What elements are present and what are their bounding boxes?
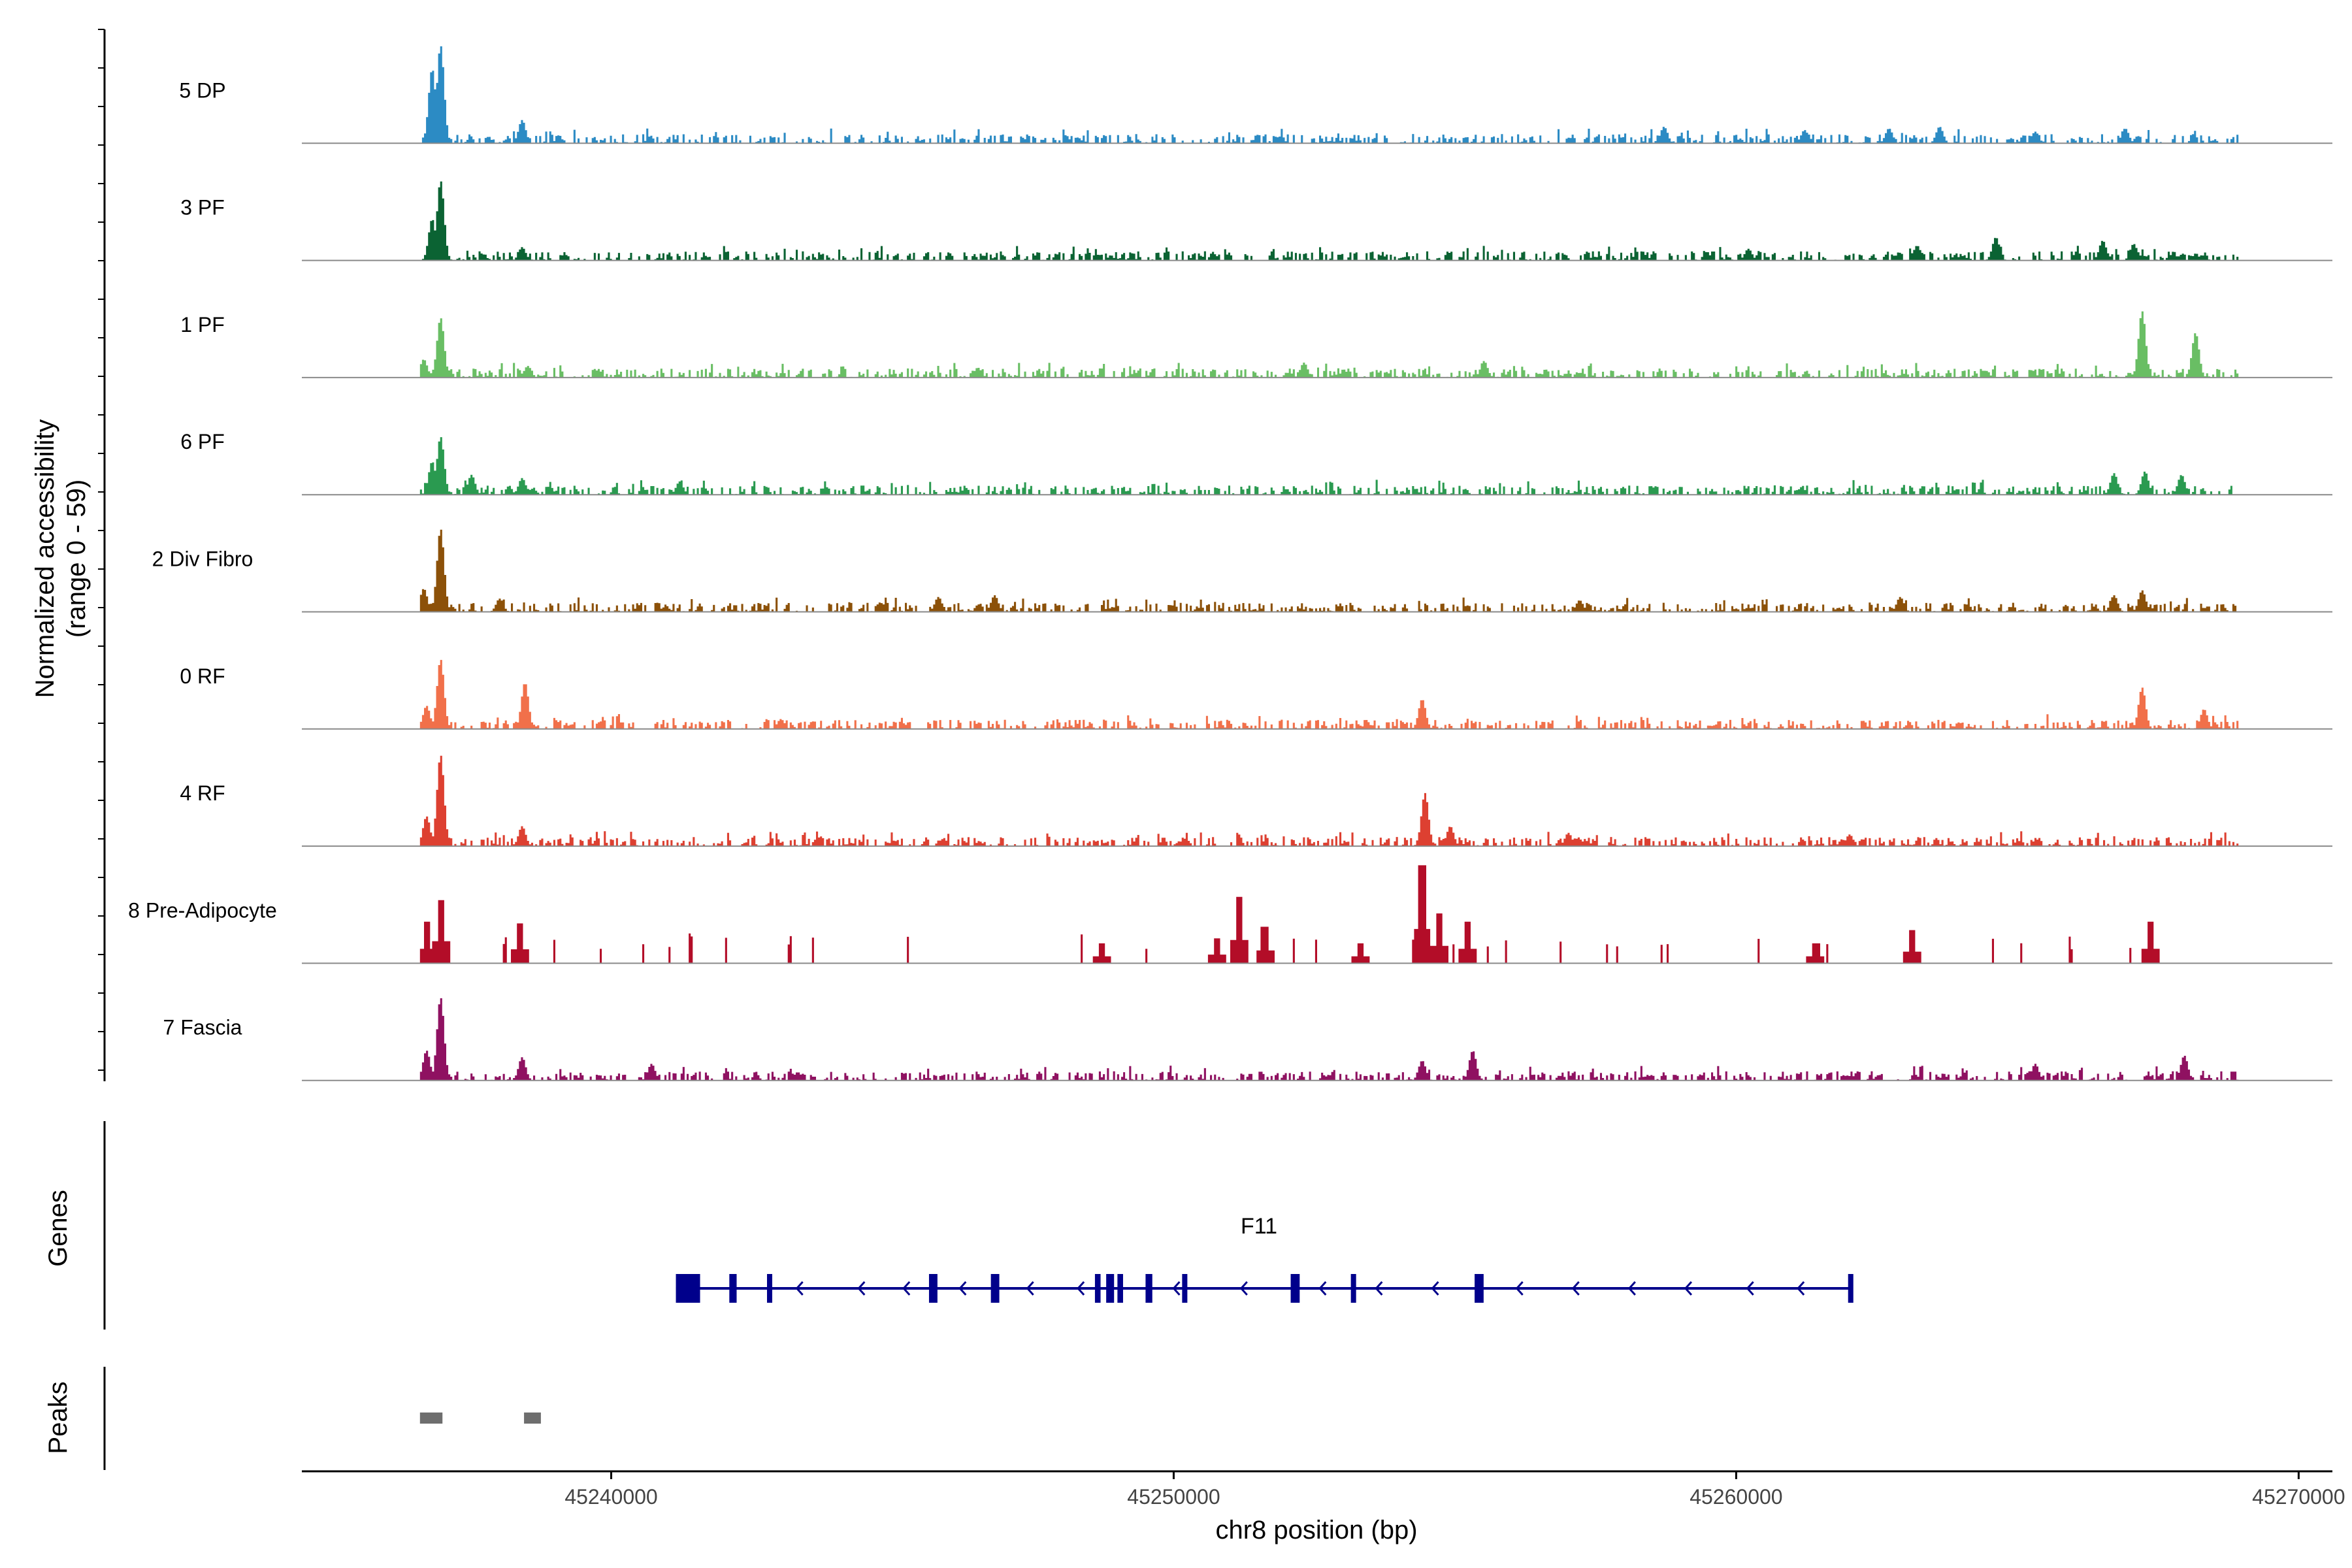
gene-exon (1106, 1274, 1115, 1303)
genes-panel-title: Genes (44, 1190, 73, 1267)
coverage-area (419, 660, 2239, 729)
strand-arrow (1797, 1281, 1805, 1296)
track-6-pf: 6 PF (180, 430, 2332, 496)
strand-arrow (795, 1281, 804, 1296)
gene-exon (1094, 1274, 1101, 1303)
strand-arrow (902, 1281, 911, 1296)
y-axis-title: Normalized accessibility (31, 419, 59, 698)
coverage-tracks: 5 DP 3 PF 1 PF 6 PF 2 Div Fibro 0 RF 4 RF 8 Pre… (128, 46, 2332, 1081)
track-label: 4 RF (180, 781, 225, 805)
strand-arrow (1431, 1281, 1439, 1296)
strand-arrow (1172, 1281, 1181, 1296)
peak-region (524, 1413, 541, 1424)
track-4-rf: 4 RF (180, 755, 2332, 847)
gene-exon (1475, 1274, 1484, 1303)
gene-exon (928, 1274, 938, 1303)
strand-arrow (1684, 1281, 1693, 1296)
coverage-area (419, 998, 2239, 1081)
track-label: 0 RF (180, 664, 225, 688)
x-tick-label: 45270000 (2252, 1485, 2345, 1509)
coverage-area (419, 311, 2239, 378)
track-8-pre-adipocyte: 8 Pre-Adipocyte (128, 865, 2332, 964)
coverage-area (419, 865, 2239, 964)
gene-exon (1145, 1274, 1152, 1303)
peaks-panel (103, 1367, 541, 1470)
gene-exon (1350, 1274, 1356, 1303)
track-label: 1 PF (180, 313, 225, 336)
strand-arrow (1026, 1281, 1034, 1296)
track-label: 8 Pre-Adipocyte (128, 898, 277, 922)
strand-arrow (1318, 1281, 1327, 1296)
strand-arrow (1627, 1281, 1636, 1296)
gene-exon (1848, 1274, 1854, 1303)
peak-region (419, 1413, 443, 1424)
track-label: 7 Fascia (163, 1016, 242, 1039)
gene-exon (676, 1274, 700, 1303)
gene-exon (1182, 1274, 1188, 1303)
gene-label: F11 (1241, 1214, 1277, 1239)
track-label: 6 PF (180, 430, 225, 453)
strand-arrow (958, 1281, 967, 1296)
coverage-area (419, 437, 2239, 495)
track-0-rf: 0 RF (180, 660, 2332, 730)
x-axis-title: chr8 position (bp) (1215, 1516, 1417, 1544)
x-tick-label: 45240000 (564, 1485, 657, 1509)
track-label: 2 Div Fibro (152, 547, 253, 571)
peaks-panel-title: Peaks (44, 1381, 73, 1454)
gene-exon (1117, 1274, 1123, 1303)
track-2-div-fibro: 2 Div Fibro (152, 529, 2332, 613)
gene-exon (729, 1274, 737, 1303)
coverage-area (419, 529, 2239, 612)
track-label: 5 DP (179, 78, 225, 102)
track-7-fascia: 7 Fascia (163, 998, 2332, 1081)
x-tick-label: 45260000 (1690, 1485, 1782, 1509)
y-axis (98, 29, 106, 1081)
track-label: 3 PF (180, 196, 225, 220)
strand-arrow (1077, 1281, 1085, 1296)
x-tick-label: 45250000 (1127, 1485, 1220, 1509)
strand-arrow (1239, 1281, 1248, 1296)
track-5-dp: 5 DP (179, 46, 2332, 144)
genes-panel (103, 1121, 1854, 1330)
track-3-pf: 3 PF (180, 181, 2332, 261)
track-1-pf: 1 PF (180, 311, 2332, 378)
coverage-area (419, 181, 2239, 261)
strand-arrow (1746, 1281, 1754, 1296)
gene-exon (990, 1274, 1000, 1303)
strand-arrow (1375, 1281, 1383, 1296)
strand-arrow (1515, 1281, 1524, 1296)
x-axis: 45240000 45250000 45260000 45270000 (302, 1470, 2345, 1509)
coverage-area (419, 755, 2239, 847)
gene-exon (1290, 1274, 1300, 1303)
gene-exon (766, 1274, 772, 1303)
strand-arrow (1571, 1281, 1580, 1296)
y-axis-range-label: (range 0 - 59) (62, 480, 91, 638)
strand-arrow (857, 1281, 866, 1296)
coverage-area (419, 46, 2239, 144)
